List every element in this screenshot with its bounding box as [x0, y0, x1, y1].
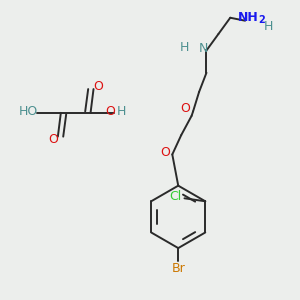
Text: O: O [181, 103, 190, 116]
Text: 2: 2 [258, 15, 265, 25]
Text: HO: HO [19, 105, 38, 118]
Text: H: H [117, 105, 127, 118]
Text: H: H [264, 20, 274, 33]
Text: O: O [49, 133, 58, 146]
Text: O: O [93, 80, 103, 93]
Text: O: O [105, 105, 115, 118]
Text: Cl: Cl [169, 190, 182, 203]
Text: Br: Br [171, 262, 185, 275]
Text: O: O [160, 146, 170, 160]
Text: H: H [179, 41, 189, 54]
Text: NH: NH [238, 11, 259, 24]
Text: N: N [199, 42, 208, 56]
